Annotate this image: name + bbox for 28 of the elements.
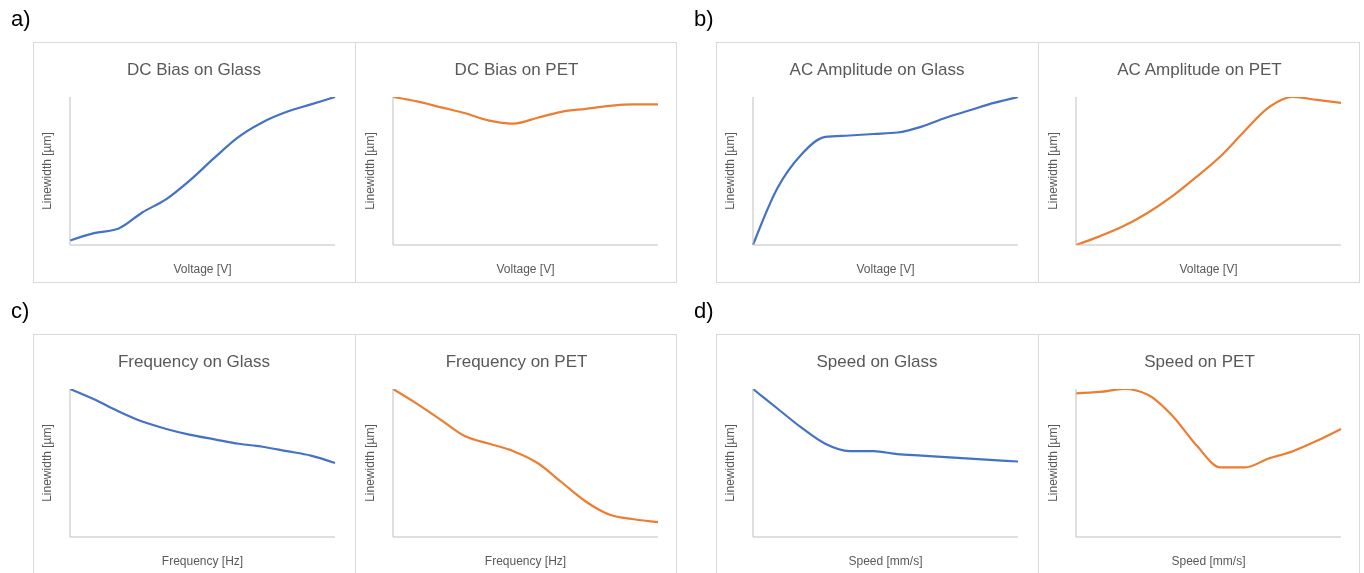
chart-title: Frequency on PET	[444, 351, 589, 373]
x-axis-title: Voltage [V]	[496, 262, 555, 276]
chart-title: AC Amplitude on PET	[1116, 59, 1283, 81]
x-axis-title: Speed [mm/s]	[1171, 554, 1246, 568]
y-axis-title: Linewidth [µm]	[363, 424, 378, 502]
chart-title: AC Amplitude on Glass	[788, 59, 966, 81]
text: b)	[694, 6, 714, 32]
x-axis-title: Voltage [V]	[856, 262, 915, 276]
chart-title: Speed on Glass	[815, 351, 939, 373]
x-axis-title: Frequency [Hz]	[484, 554, 567, 568]
x-axis-title: Frequency [Hz]	[161, 554, 244, 568]
y-axis-title: Linewidth [µm]	[363, 132, 378, 210]
text: c)	[11, 298, 30, 324]
chart-title: Speed on PET	[1143, 351, 1256, 373]
y-axis-title: Linewidth [µm]	[1046, 132, 1061, 210]
x-axis-title: Voltage [V]	[173, 262, 232, 276]
x-axis-title: Voltage [V]	[1179, 262, 1238, 276]
y-axis-title: Linewidth [µm]	[40, 424, 55, 502]
text: a)	[11, 6, 31, 32]
y-axis-title: Linewidth [µm]	[723, 132, 738, 210]
chart-title: DC Bias on Glass	[125, 59, 263, 81]
text: d)	[694, 298, 714, 324]
x-axis-title: Speed [mm/s]	[848, 554, 923, 568]
chart-title: Frequency on Glass	[116, 351, 272, 373]
y-axis-title: Linewidth [µm]	[723, 424, 738, 502]
chart-title: DC Bias on PET	[453, 59, 580, 81]
y-axis-title: Linewidth [µm]	[1046, 424, 1061, 502]
y-axis-title: Linewidth [µm]	[40, 132, 55, 210]
